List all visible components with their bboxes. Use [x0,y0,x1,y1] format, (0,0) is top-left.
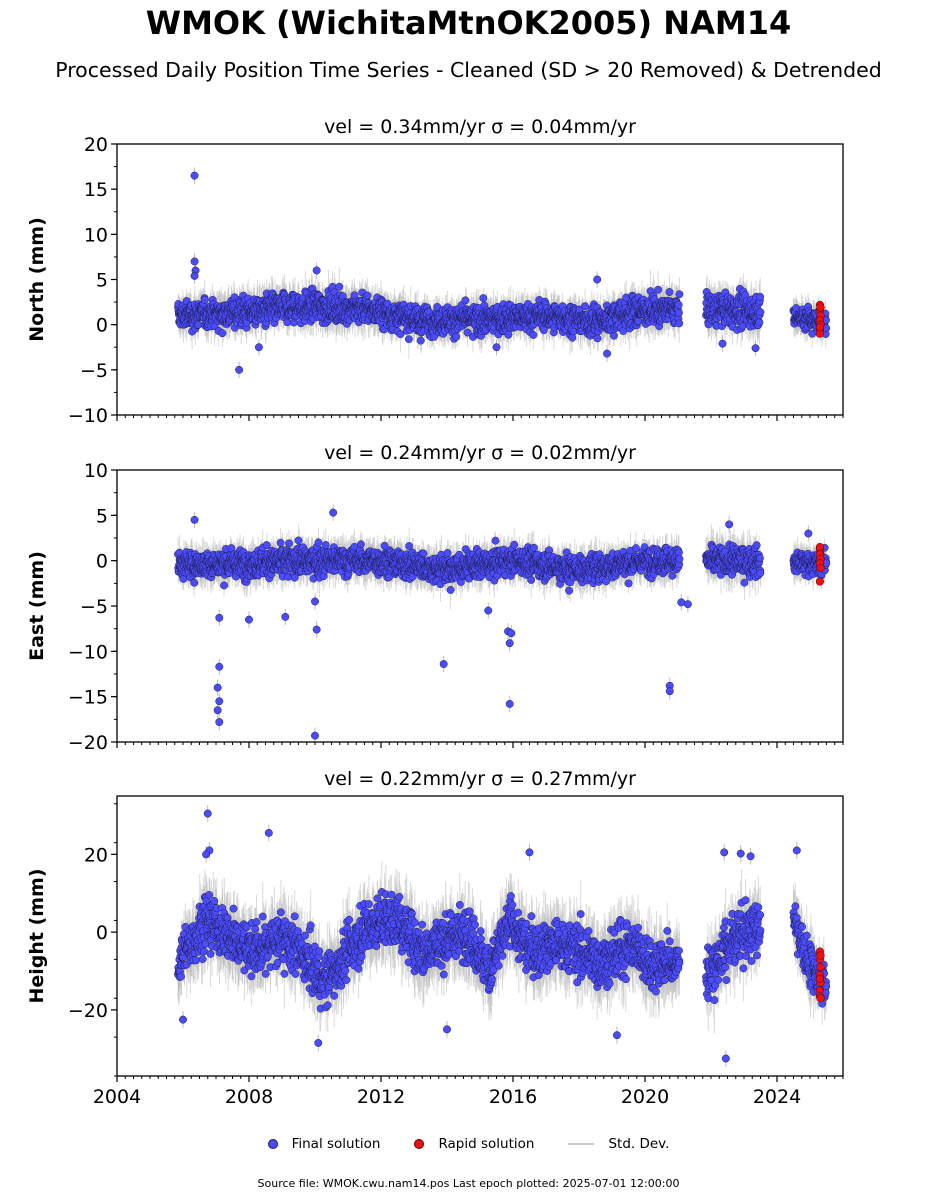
data-point-final [479,294,488,303]
y-axis-label-north: North (mm) [26,217,48,342]
data-point-outlier [492,343,501,352]
y-tick-label: 10 [84,224,108,246]
data-point-outlier [254,343,263,352]
data-point-outlier [593,275,602,284]
y-tick-label: −5 [80,360,108,382]
plot-area-north [174,167,831,378]
data-point-outlier [751,344,760,353]
rapid-points-north [815,300,825,338]
y-ticks-north: −10 −5 0 5 10 15 20 [68,134,117,427]
data-point-final [416,336,425,345]
plot-frame-north [116,143,844,416]
data-point-final [529,331,538,339]
data-point-outlier [235,365,244,374]
data-point-final [654,285,663,294]
data-point-outlier [190,257,199,266]
y-tick-label: 15 [84,179,108,201]
data-point-final [396,330,405,339]
panel-title-east: vel = 0.24mm/yr σ = 0.02mm/yr [324,442,636,464]
data-point-final [335,282,344,291]
data-point-final [755,318,764,327]
data-point-final [461,296,470,305]
data-point-rapid [815,323,824,332]
x-ticks-north [116,415,844,421]
std-dev-bars-east [177,504,827,742]
y-tick-label: 20 [84,134,108,156]
data-point-outlier [190,271,199,280]
panel-east: vel = 0.24mm/yr σ = 0.02mm/yr−20−15−10−5… [26,442,844,754]
data-point-final [452,332,461,341]
data-point-outlier [718,339,727,348]
panel-title-north: vel = 0.34mm/yr σ = 0.04mm/yr [324,116,636,138]
data-point-final [674,300,683,309]
page-subtitle: Processed Daily Position Time Series - C… [55,58,882,82]
data-point-final [350,291,359,300]
data-point-final [756,292,765,301]
data-point-final [194,320,203,329]
data-point-rapid [816,303,825,312]
data-point-final [593,334,602,343]
y-tick-label: 0 [96,315,108,337]
final-points-north [174,171,831,374]
data-point-outlier [190,171,199,180]
y-tick-label: −10 [68,405,108,427]
data-point-final [363,291,372,300]
data-point-outlier [312,266,321,275]
panel-north: vel = 0.34mm/yr σ = 0.04mm/yr −10 −5 0 5 10 15… [26,116,844,427]
data-point-final [504,330,513,339]
plot-area-east [174,504,831,742]
std-dev-bars-north [177,167,827,378]
data-point-final [675,319,684,328]
data-point-final [581,302,589,311]
page-title: WMOK (WichitaMtnOK2005) NAM14 [145,4,792,42]
data-point-final [675,308,683,317]
data-point-final [610,331,618,340]
data-point-final [218,329,227,338]
data-point-final [463,328,472,337]
data-point-final [665,288,674,296]
data-point-final [756,308,765,317]
y-tick-label: 5 [96,270,108,292]
data-point-final [675,290,684,299]
data-point-final [404,335,413,344]
data-point-final [200,295,209,304]
data-point-outlier [603,349,611,358]
